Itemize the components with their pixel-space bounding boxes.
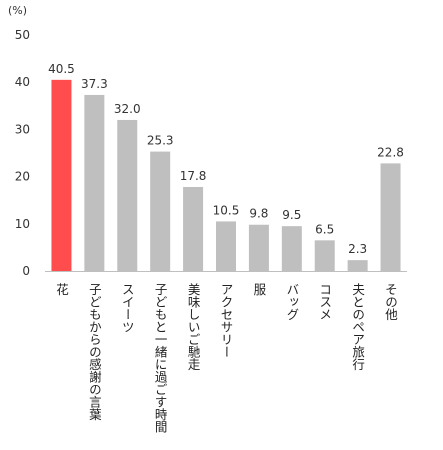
y-tick-label: 0 (22, 264, 30, 278)
category-label: 子どもと一緒に過ごす時間 (153, 283, 168, 433)
category-label: その他 (383, 283, 398, 321)
data-label: 40.5 (48, 62, 75, 76)
y-tick-label: 30 (15, 122, 30, 136)
category-label: 美味しいご馳走 (186, 283, 201, 371)
bar (380, 163, 401, 271)
category-label: アクセサリー (219, 283, 234, 358)
data-labels: 40.5 37.3 32.0 25.3 17.8 10.5 9.8 9.5 6.5 2.3 22.8 (48, 62, 404, 256)
category-label: スイーツ (120, 283, 135, 333)
y-tick-label: 10 (15, 217, 30, 231)
data-label: 10.5 (213, 203, 240, 217)
y-axis-ticks: 0 10 20 30 40 50 (15, 28, 30, 278)
bar (183, 186, 204, 271)
bar (314, 240, 335, 271)
data-label: 37.3 (81, 77, 108, 91)
y-tick-label: 40 (15, 75, 30, 89)
bar (51, 79, 72, 271)
data-label: 9.5 (282, 208, 301, 222)
category-label: コスメ (317, 283, 332, 321)
bar (84, 94, 105, 271)
category-labels: 花 子どもからの感謝の言葉 スイーツ 子どもと一緒に過ごす時間 美味しいご馳走 アクセサリ… (54, 282, 398, 433)
bar (117, 119, 138, 272)
data-label: 25.3 (147, 134, 174, 148)
category-label: 夫とのペア旅行 (350, 283, 365, 371)
bar (281, 226, 302, 271)
y-tick-label: 50 (15, 28, 30, 42)
category-label: バッグ (284, 283, 299, 321)
bar (248, 224, 269, 271)
bar (150, 151, 171, 271)
data-label: 22.8 (377, 145, 404, 159)
data-label: 9.8 (249, 207, 268, 221)
bar (347, 260, 368, 271)
category-label: 花 (54, 282, 69, 296)
bars (51, 79, 401, 272)
data-label: 6.5 (315, 222, 334, 236)
data-label: 2.3 (348, 242, 367, 256)
bar (216, 221, 236, 271)
y-axis-unit-label: (%) (8, 4, 27, 17)
y-tick-label: 20 (15, 170, 30, 184)
category-label: 服 (251, 283, 266, 296)
data-label: 32.0 (114, 102, 141, 116)
data-label: 17.8 (180, 169, 207, 183)
category-label: 子どもからの感謝の言葉 (87, 283, 102, 421)
